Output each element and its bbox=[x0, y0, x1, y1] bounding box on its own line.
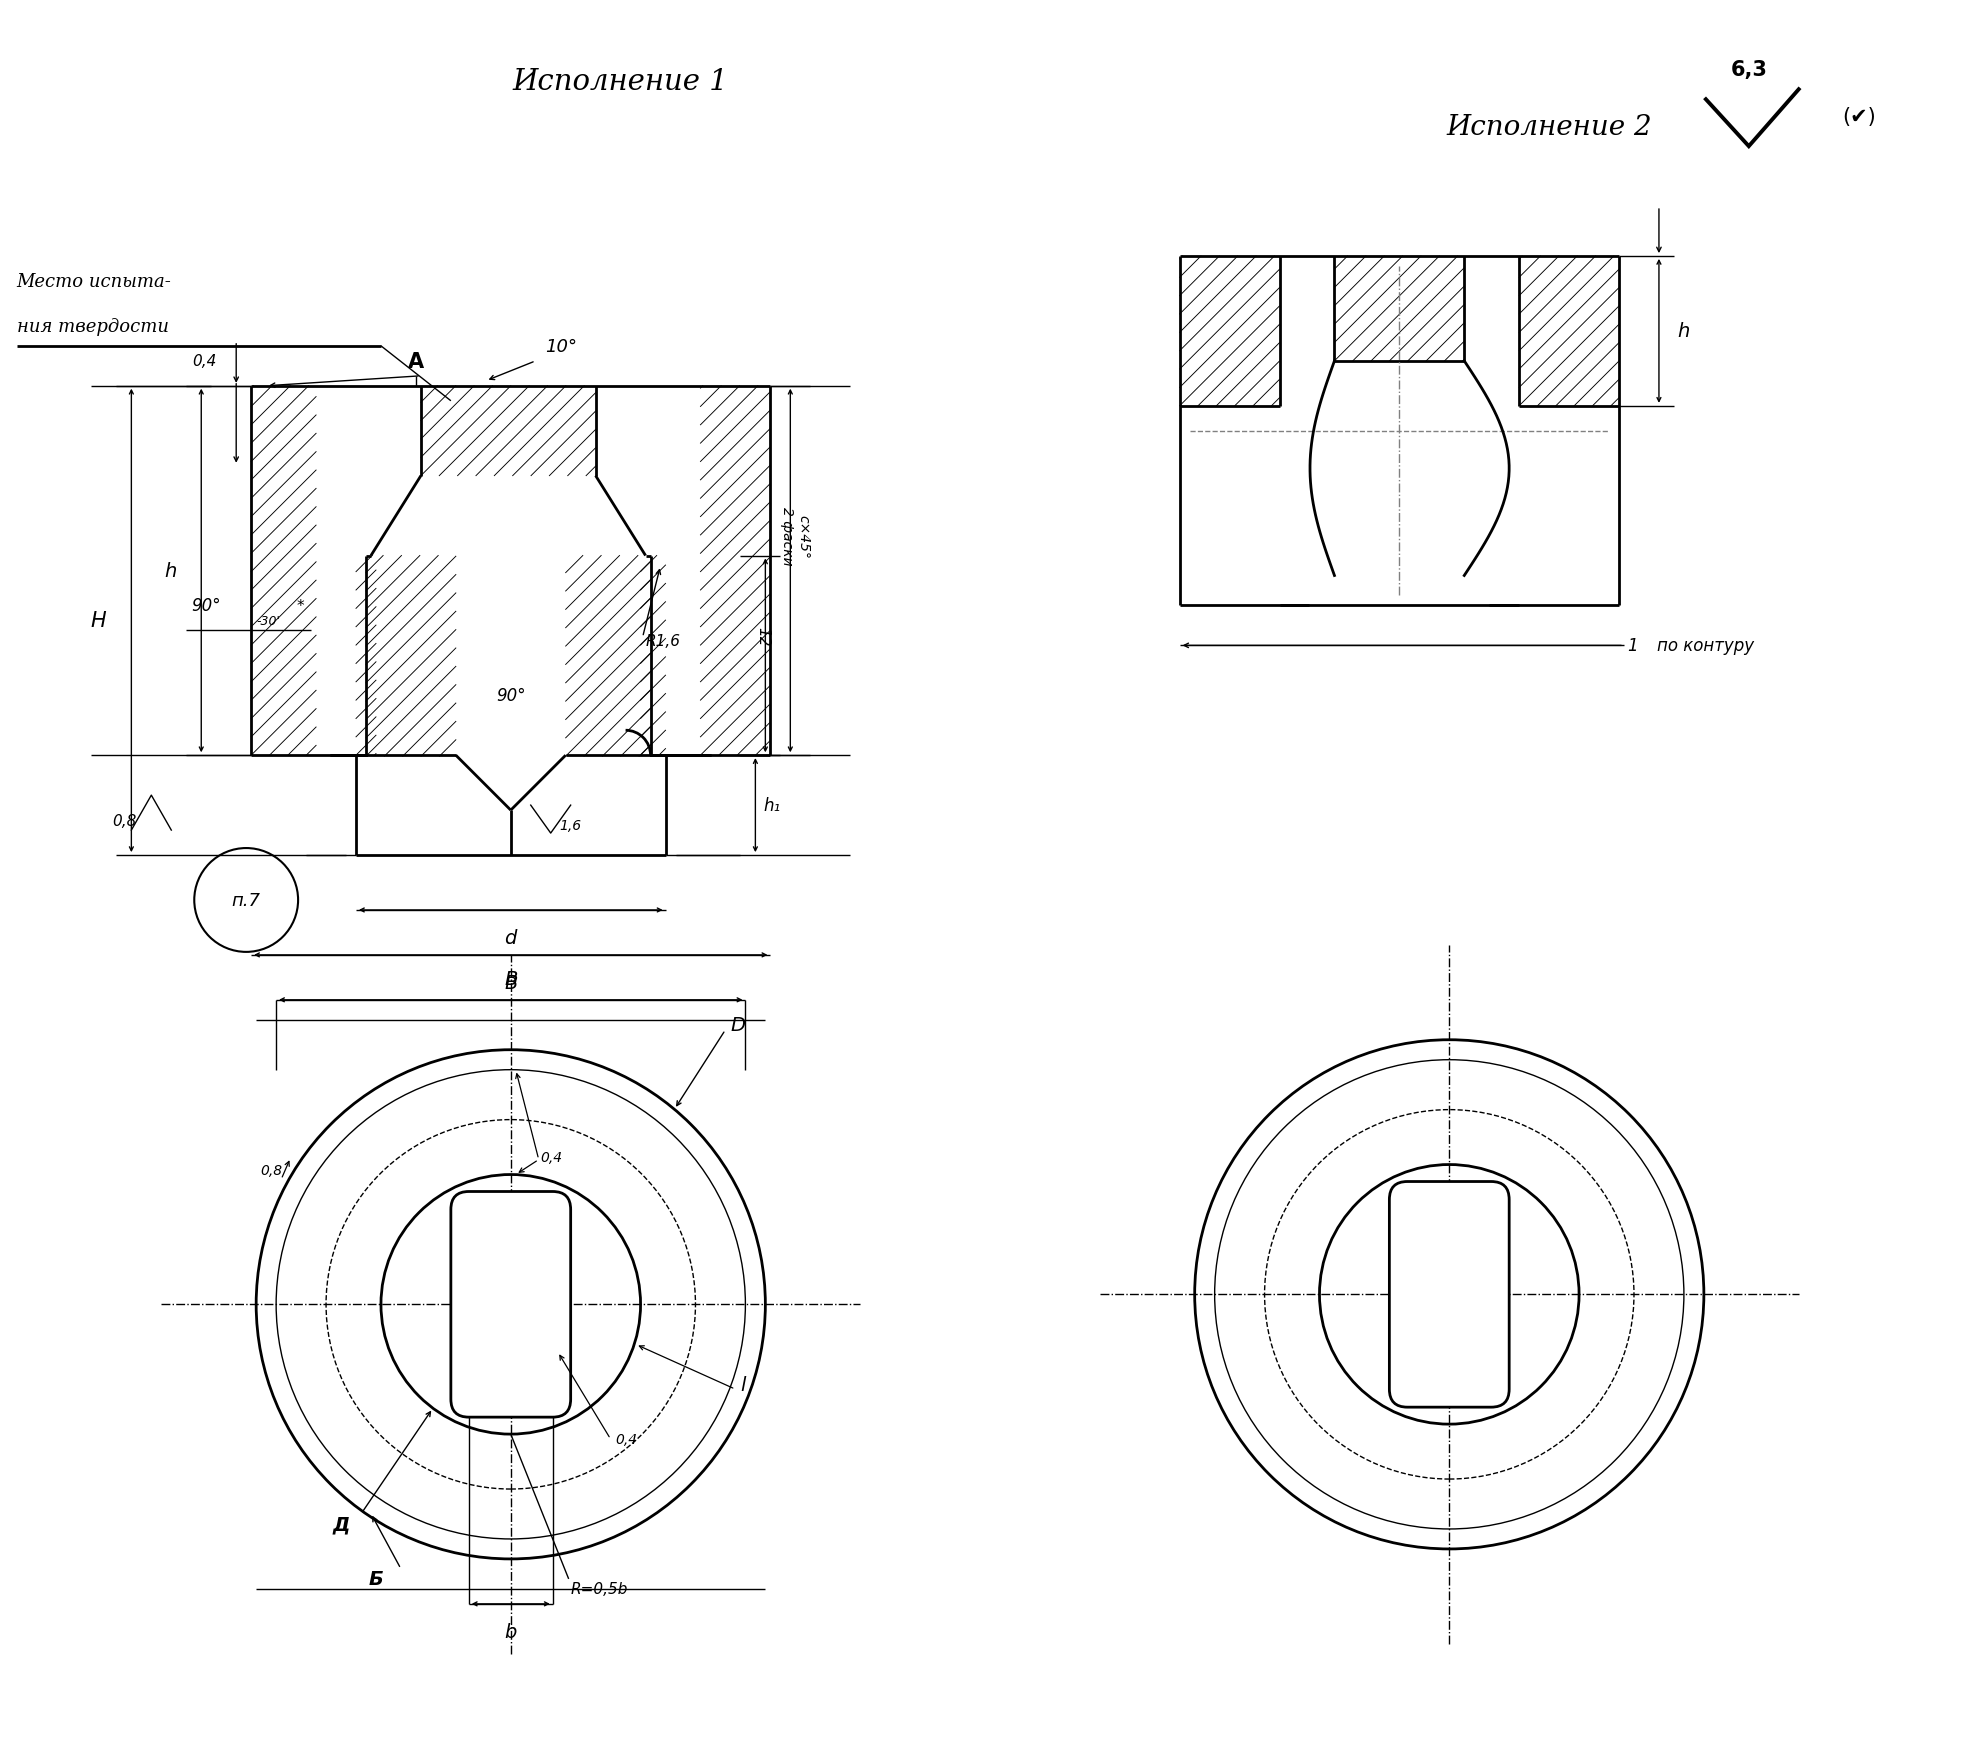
Text: В: В bbox=[504, 974, 518, 992]
Text: h: h bbox=[1676, 323, 1688, 340]
Text: 90°: 90° bbox=[190, 597, 220, 614]
Text: п.7: п.7 bbox=[232, 892, 260, 909]
Text: 10°: 10° bbox=[546, 337, 577, 356]
Text: b: b bbox=[504, 1622, 518, 1641]
Text: Б: Б bbox=[369, 1569, 383, 1588]
Text: 1,6: 1,6 bbox=[559, 818, 581, 832]
Text: d: d bbox=[504, 928, 518, 948]
Text: 6,3: 6,3 bbox=[1730, 60, 1768, 81]
Text: Исполнение 1: Исполнение 1 bbox=[512, 68, 728, 97]
Text: Место испыта-: Место испыта- bbox=[16, 272, 171, 291]
Text: В: В bbox=[504, 969, 518, 988]
Text: Д: Д bbox=[333, 1515, 349, 1534]
Text: 0,4: 0,4 bbox=[192, 355, 216, 369]
Text: 1: 1 bbox=[1627, 637, 1637, 655]
Text: 0,4: 0,4 bbox=[542, 1150, 563, 1164]
Text: D: D bbox=[730, 1016, 746, 1035]
Text: по контуру: по контуру bbox=[1657, 637, 1754, 655]
Text: Исполнение 2: Исполнение 2 bbox=[1446, 114, 1653, 140]
Text: H: H bbox=[91, 611, 107, 632]
FancyBboxPatch shape bbox=[450, 1192, 571, 1418]
Text: h: h bbox=[165, 562, 177, 581]
Text: (✔): (✔) bbox=[1841, 107, 1875, 126]
Text: 0,8: 0,8 bbox=[111, 813, 137, 828]
Text: *: * bbox=[296, 598, 304, 614]
Text: l: l bbox=[740, 1374, 746, 1393]
Text: 0,4: 0,4 bbox=[615, 1432, 637, 1446]
Text: с×45°
2 фаски: с×45° 2 фаски bbox=[780, 507, 809, 565]
Text: R1,6: R1,6 bbox=[645, 634, 681, 649]
Text: 90°: 90° bbox=[496, 686, 526, 706]
Text: 0,8: 0,8 bbox=[260, 1164, 282, 1178]
Text: h₁: h₁ bbox=[764, 797, 780, 814]
Text: А: А bbox=[409, 351, 425, 372]
Text: 12: 12 bbox=[756, 627, 770, 646]
Text: R=0,5b: R=0,5b bbox=[571, 1581, 629, 1597]
Text: -30': -30' bbox=[256, 614, 280, 628]
Text: ния твердости: ния твердости bbox=[16, 318, 169, 335]
FancyBboxPatch shape bbox=[1389, 1181, 1510, 1408]
